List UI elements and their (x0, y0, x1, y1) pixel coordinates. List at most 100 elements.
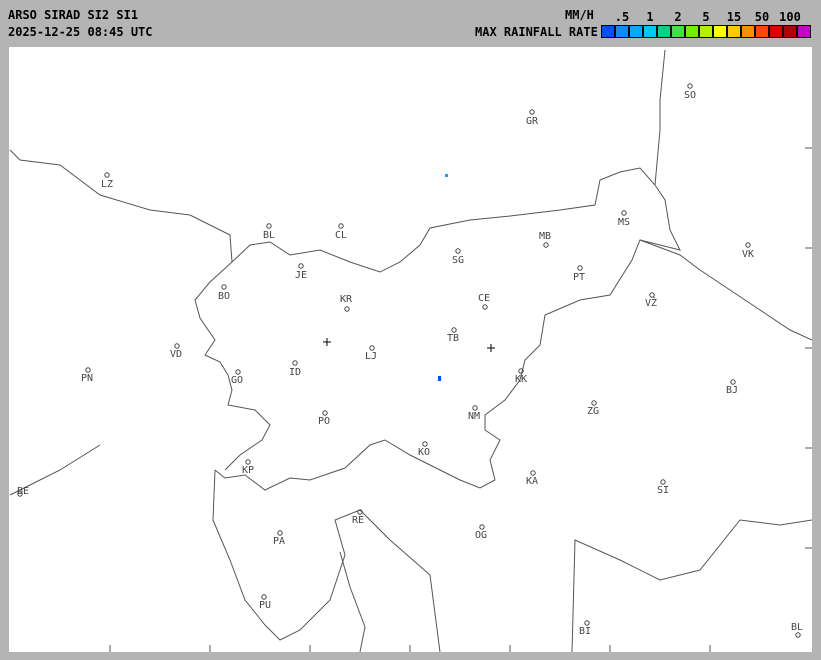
border-austria-hungary (654, 49, 666, 186)
city-label: KA (525, 476, 539, 487)
city-marker (530, 470, 536, 476)
legend-swatch (727, 25, 741, 38)
city-label: KK (514, 374, 528, 385)
legend-tick: 15 (726, 10, 742, 24)
city-marker (577, 265, 583, 271)
city-marker (221, 284, 227, 290)
map-borders (9, 49, 812, 652)
legend-swatch (699, 25, 713, 38)
city-label: SG (451, 255, 465, 266)
city-marker (422, 441, 428, 447)
legend-tick: 50 (754, 10, 770, 24)
legend-title: MAX RAINFALL RATE (475, 25, 598, 39)
legend-swatch (629, 25, 643, 38)
city-marker (245, 459, 251, 465)
radar-map: SO GR LZ MS BL CL MB VK SG JE PT BO KR CE VŽ TB LJ VD ID PN… (9, 47, 812, 652)
legend-swatch (783, 25, 797, 38)
border-hungary-croatia (639, 239, 812, 341)
city-marker (344, 306, 350, 312)
legend-swatch (671, 25, 685, 38)
city-label: KO (417, 447, 431, 458)
legend-unit: MM/H (565, 8, 594, 22)
legend-tick: 1 (646, 10, 654, 24)
city-marker (357, 509, 363, 515)
city-marker (649, 292, 655, 298)
city-marker (472, 405, 478, 411)
legend-swatch (741, 25, 755, 38)
city-marker (451, 327, 457, 333)
city-label: TB (446, 333, 460, 344)
city-marker (369, 345, 375, 351)
city-marker (621, 210, 627, 216)
city-marker (584, 620, 590, 626)
city-marker (795, 632, 801, 638)
city-label: PA (272, 536, 286, 547)
city-label: BJ (725, 385, 739, 396)
city-label: PU (258, 600, 272, 611)
city-label: SO (683, 90, 697, 101)
radar-site-cross-icon (487, 344, 495, 352)
city-marker (455, 248, 461, 254)
city-label: LZ (100, 179, 114, 190)
legend-swatch (685, 25, 699, 38)
coast-italy (9, 444, 101, 496)
city-label: KR (339, 294, 353, 305)
legend-swatch (657, 25, 671, 38)
legend-tick: 2 (674, 10, 682, 24)
radar-site-cross-icon (323, 338, 331, 346)
city-marker (85, 367, 91, 373)
timestamp: 2025-12-25 08:45 UTC (8, 25, 153, 39)
city-label: PT (572, 272, 586, 283)
city-marker (660, 479, 666, 485)
city-label: MB (538, 231, 552, 242)
city-marker (174, 343, 180, 349)
legend-tick: 5 (702, 10, 710, 24)
city-marker (104, 172, 110, 178)
city-marker (730, 379, 736, 385)
city-label: PO (317, 416, 331, 427)
city-label: BL (262, 230, 276, 241)
city-label: LJ (364, 351, 378, 362)
legend-tick: 100 (779, 10, 801, 24)
city-marker (687, 83, 693, 89)
city-marker (529, 109, 535, 115)
city-marker (277, 530, 283, 536)
city-marker (261, 594, 267, 600)
legend-swatch (769, 25, 783, 38)
city-label: SI (656, 485, 670, 496)
city-label: PN (80, 373, 94, 384)
city-marker (298, 263, 304, 269)
city-label: ID (288, 367, 302, 378)
city-label: NM (467, 411, 481, 422)
city-label: BL (790, 622, 804, 633)
city-label: BO (217, 291, 231, 302)
legend-swatch (643, 25, 657, 38)
border-croatia-bosnia (571, 519, 812, 652)
product-title: ARSO SIRAD SI2 SI1 (8, 8, 139, 22)
legend-swatch (713, 25, 727, 38)
city-label: CE (477, 293, 491, 304)
city-label: BI (578, 626, 592, 637)
city-marker (482, 304, 488, 310)
city-label: RE (351, 515, 365, 526)
legend-swatch (797, 25, 811, 38)
city-label: GO (230, 375, 244, 386)
coast-istria (212, 469, 441, 652)
city-marker (745, 242, 751, 248)
rain-echo (438, 376, 441, 381)
border-north (9, 149, 233, 263)
city-label: MS (617, 217, 631, 228)
city-marker (235, 369, 241, 375)
city-label: ZG (586, 406, 600, 417)
legend-swatch (601, 25, 615, 38)
city-label: KP (241, 465, 255, 476)
city-label: OG (474, 530, 488, 541)
city-marker (338, 223, 344, 229)
city-label: BE (16, 486, 30, 497)
legend-swatch (755, 25, 769, 38)
legend-tick: .5 (614, 10, 630, 24)
city-label: VŽ (644, 298, 658, 309)
city-marker (266, 223, 272, 229)
city-label: JE (294, 270, 308, 281)
